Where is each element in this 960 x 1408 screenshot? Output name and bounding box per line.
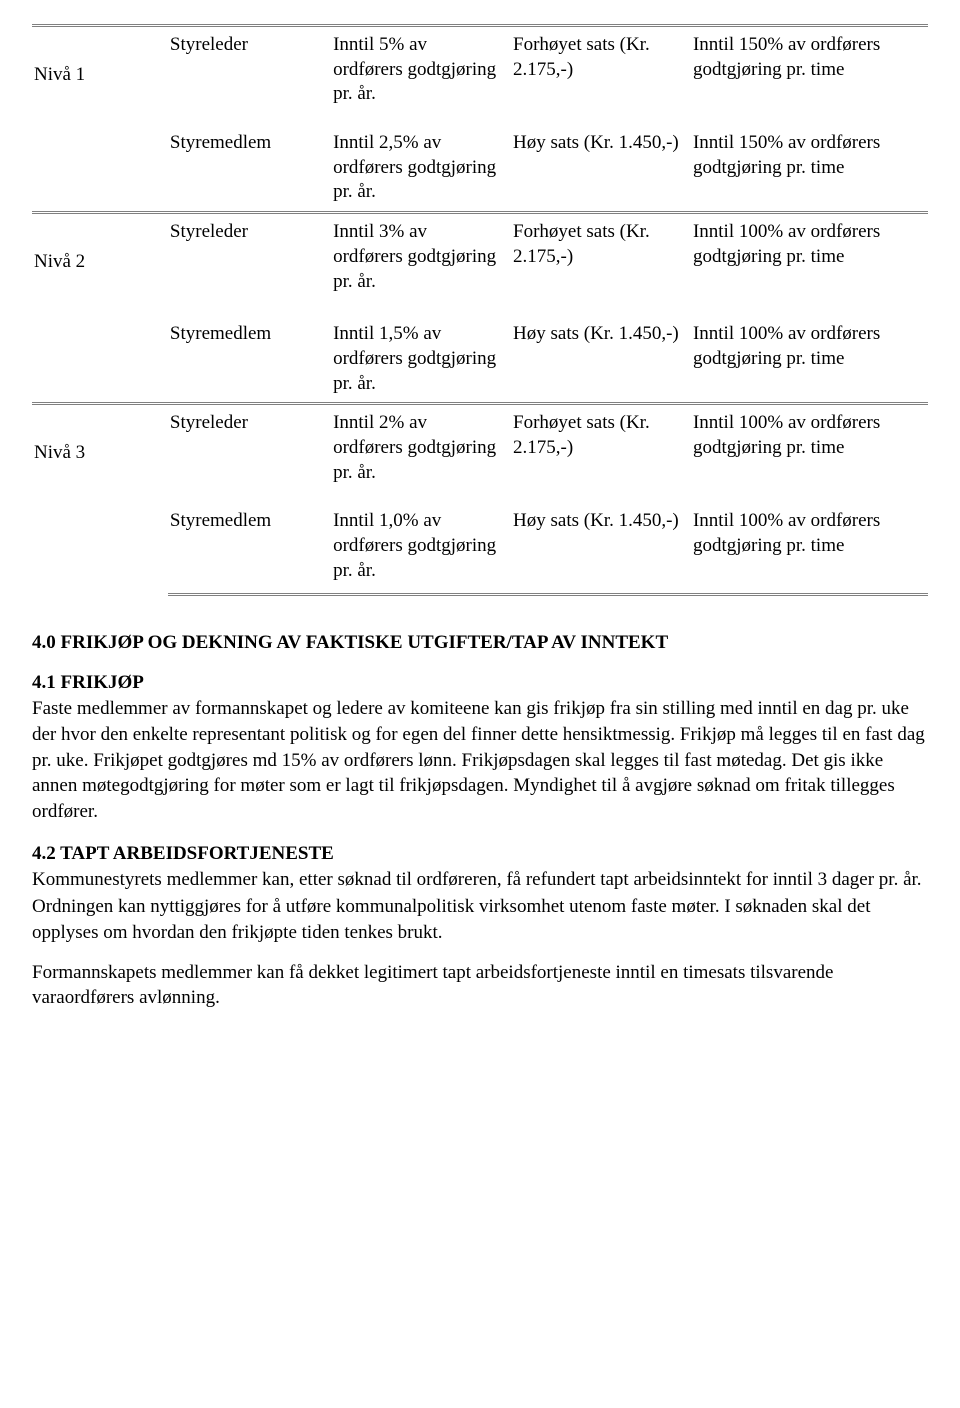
table-row: Nivå 3 Styreleder Inntil 2% av ordførers… [32, 404, 928, 492]
cell: Inntil 100% av ordførers godtgjøring pr.… [689, 213, 928, 301]
cell: Inntil 100% av ordførers godtgjøring pr.… [689, 404, 928, 492]
cell: Inntil 100% av ordførers godtgjøring pr.… [689, 300, 928, 404]
cell: Inntil 1,5% av ordførers godtgjøring pr.… [329, 300, 509, 404]
compensation-table: Nivå 1 Styreleder Inntil 5% av ordførers… [32, 24, 928, 596]
level-cell: Nivå 2 [32, 213, 168, 404]
cell: Forhøyet sats (Kr. 2.175,-) [509, 213, 689, 301]
table-row: Nivå 2 Styreleder Inntil 3% av ordførers… [32, 213, 928, 301]
cell: Høy sats (Kr. 1.450,-) [509, 491, 689, 595]
subsection-title: 4.2 TAPT ARBEIDSFORTJENESTE [32, 843, 928, 865]
paragraph: Formannskapets medlemmer kan få dekket l… [32, 960, 928, 1011]
cell: Inntil 100% av ordførers godtgjøring pr.… [689, 491, 928, 595]
role-cell: Styreleder [168, 404, 329, 492]
paragraph: Kommunestyrets medlemmer kan, etter søkn… [32, 867, 928, 893]
cell: Inntil 150% av ordførers godtgjøring pr.… [689, 113, 928, 213]
cell: Inntil 2,5% av ordførers godtgjøring pr.… [329, 113, 509, 213]
cell: Høy sats (Kr. 1.450,-) [509, 300, 689, 404]
level-cell: Nivå 3 [32, 404, 168, 595]
paragraph: Faste medlemmer av formannskapet og lede… [32, 696, 928, 824]
cell: Inntil 5% av ordførers godtgjøring pr. å… [329, 26, 509, 114]
cell: Forhøyet sats (Kr. 2.175,-) [509, 26, 689, 114]
cell: Høy sats (Kr. 1.450,-) [509, 113, 689, 213]
cell: Forhøyet sats (Kr. 2.175,-) [509, 404, 689, 492]
section-heading: 4.0 FRIKJØP OG DEKNING AV FAKTISKE UTGIF… [32, 632, 928, 654]
cell: Inntil 1,0% av ordførers godtgjøring pr.… [329, 491, 509, 595]
role-cell: Styremedlem [168, 300, 329, 404]
cell: Inntil 3% av ordførers godtgjøring pr. å… [329, 213, 509, 301]
level-cell: Nivå 1 [32, 26, 168, 213]
subsection-title: 4.1 FRIKJØP [32, 672, 928, 694]
role-cell: Styreleder [168, 213, 329, 301]
role-cell: Styremedlem [168, 491, 329, 595]
cell: Inntil 2% av ordførers godtgjøring pr. å… [329, 404, 509, 492]
cell: Inntil 150% av ordførers godtgjøring pr.… [689, 26, 928, 114]
role-cell: Styremedlem [168, 113, 329, 213]
role-cell: Styreleder [168, 26, 329, 114]
paragraph: Ordningen kan nyttiggjøres for å utføre … [32, 894, 928, 945]
table-row: Nivå 1 Styreleder Inntil 5% av ordførers… [32, 26, 928, 114]
